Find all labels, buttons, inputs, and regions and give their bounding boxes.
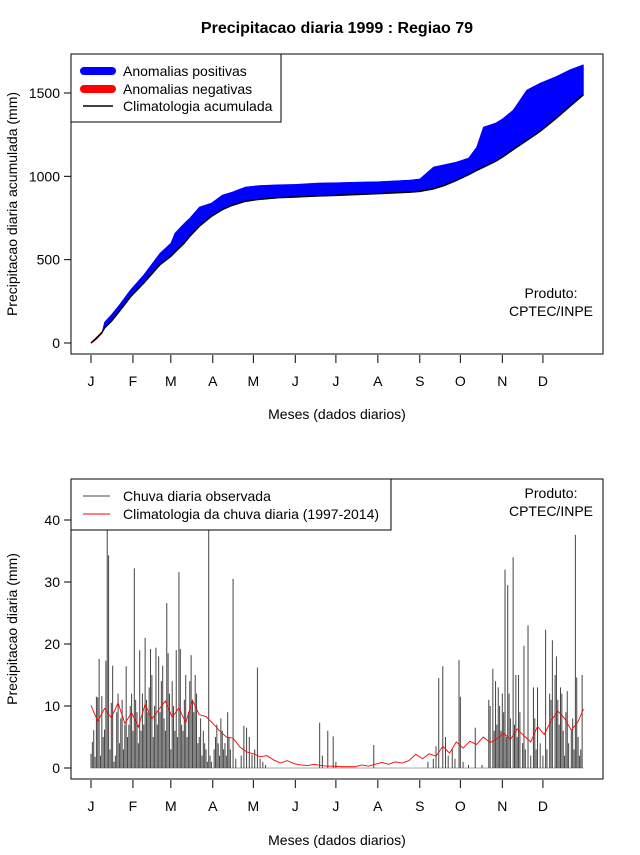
cumulative-legend: Anomalias positivas Anomalias negativas … [70,53,282,123]
product-source: CPTEC/INPE [509,503,593,519]
legend-label-negative: Anomalias negativas [123,81,252,97]
x-tick-label: N [497,798,507,814]
daily-y-label: Precipitacao diaria (mm) [4,553,20,705]
x-tick-label: M [248,373,260,389]
legend-label-climatology: Climatologia acumulada [123,98,273,114]
y-tick-label: 30 [44,574,60,590]
x-tick-label: A [208,373,218,389]
daily-axes: 0 10 20 30 40 J F M A M J J A S O N D [44,512,548,814]
product-label: Produto: [525,285,578,301]
x-tick-label: J [292,798,299,814]
chart-title: Precipitacao diaria 1999 : Regiao 79 [201,20,473,37]
cumulative-plot-area [90,64,584,344]
x-tick-label: J [292,373,299,389]
x-tick-label: S [415,373,424,389]
legend-label-climatology: Climatologia da chuva diaria (1997-2014) [123,506,379,522]
y-tick-label: 40 [44,512,60,528]
y-tick-label: 1000 [29,168,60,184]
x-tick-label: J [332,373,339,389]
legend-label-observed: Chuva diaria observada [123,488,271,504]
x-tick-label: F [129,798,138,814]
x-tick-label: N [497,373,507,389]
x-tick-label: J [88,798,95,814]
daily-plot-area [90,479,584,769]
x-tick-label: F [129,373,138,389]
x-tick-label: O [455,373,466,389]
legend-label-positive: Anomalias positivas [123,63,247,79]
product-source: CPTEC/INPE [509,303,593,319]
daily-chart: 0 10 20 30 40 J F M A M J J A S O N D Precipitacao diari… [4,478,604,848]
legend-box [70,478,392,531]
y-tick-label: 0 [52,335,60,351]
y-tick-label: 0 [52,760,60,776]
x-tick-label: J [332,798,339,814]
x-tick-label: S [415,798,424,814]
daily-x-label: Meses (dados diarios) [268,832,406,848]
cumulative-y-label: Precipitacao diaria acumulada (mm) [4,92,20,316]
x-tick-label: M [248,798,260,814]
y-tick-label: 500 [37,252,61,268]
y-tick-label: 10 [44,698,60,714]
x-tick-label: O [455,798,466,814]
cumulative-axes: 0 500 1000 1500 J F M A M J J A S O N D [29,85,548,389]
cumulative-plot-frame [70,53,604,355]
x-tick-label: M [165,798,177,814]
daily-legend: Chuva diaria observada Climatologia da c… [70,478,392,531]
x-tick-label: A [373,373,383,389]
x-tick-label: A [208,798,218,814]
cumulative-x-label: Meses (dados diarios) [268,406,406,422]
product-label: Produto: [525,485,578,501]
x-tick-label: A [373,798,383,814]
climatology-daily-line [90,699,584,768]
climatology-cumulative-line [90,94,584,344]
y-tick-label: 20 [44,636,60,652]
x-tick-label: J [88,373,95,389]
cumulative-chart: 0 500 1000 1500 J F M A M J J A S O N D Precipitacao di… [4,53,604,422]
x-tick-label: M [165,373,177,389]
x-tick-label: D [538,373,548,389]
y-tick-label: 1500 [29,85,60,101]
x-tick-label: D [538,798,548,814]
